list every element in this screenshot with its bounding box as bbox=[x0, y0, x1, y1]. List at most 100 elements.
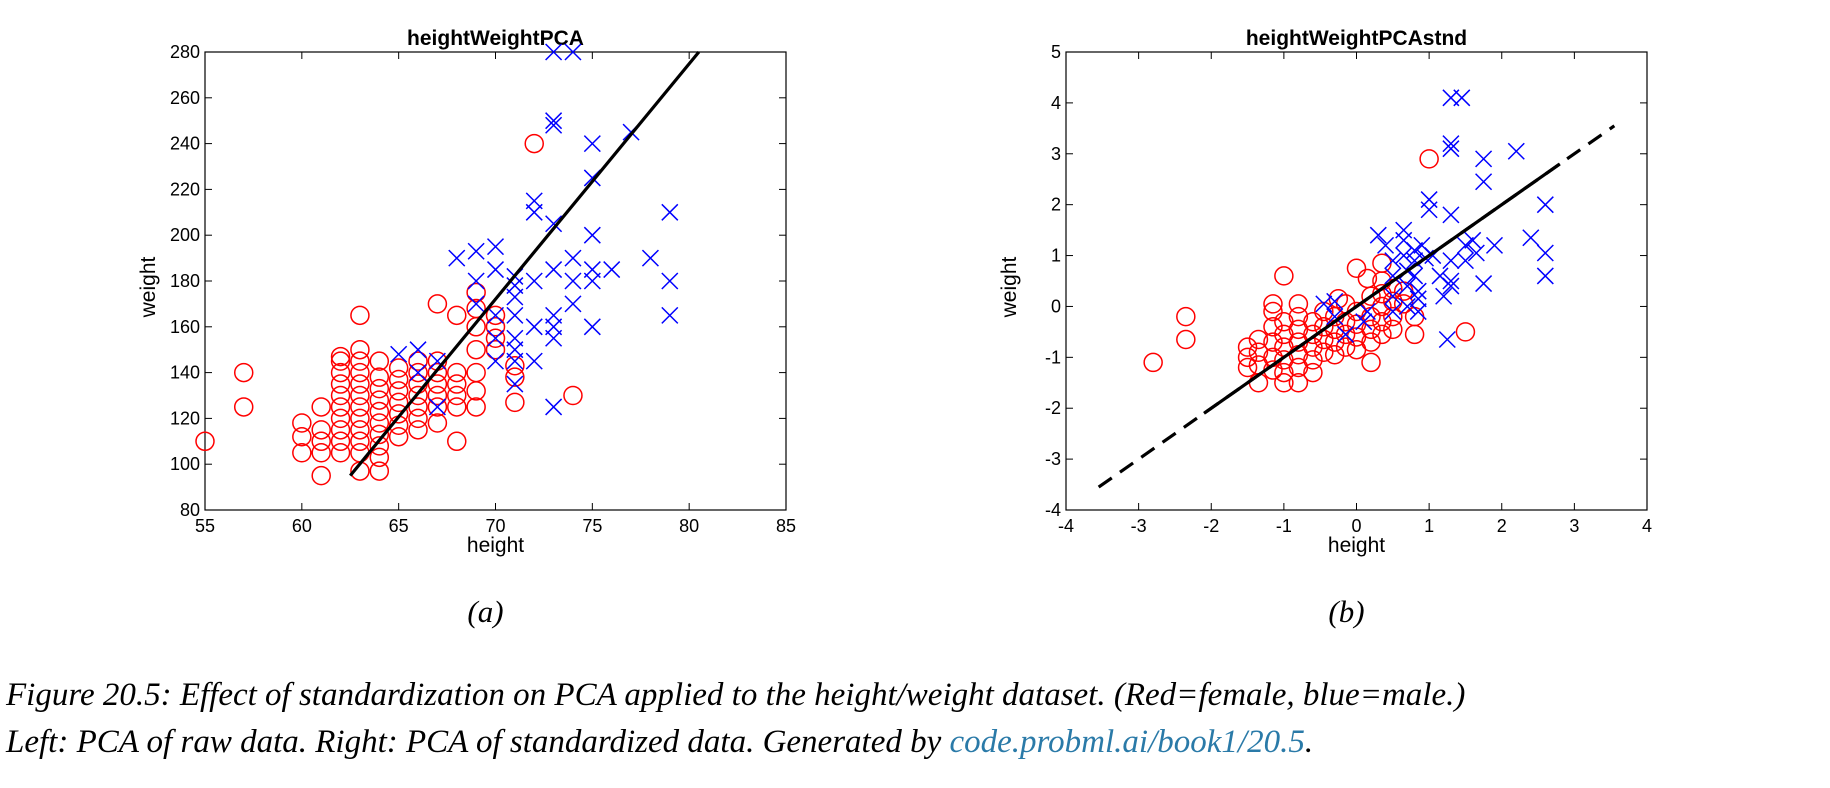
data-point-circle bbox=[1303, 311, 1323, 332]
data-point-circle bbox=[330, 431, 351, 452]
data-point-circle bbox=[408, 385, 428, 406]
y-tick-label: 1 bbox=[1051, 246, 1061, 266]
data-point-circle bbox=[447, 305, 467, 326]
data-point-circle bbox=[350, 443, 370, 463]
data-point-x bbox=[1464, 231, 1482, 249]
data-point-circle bbox=[1324, 332, 1345, 352]
data-point-x bbox=[1435, 287, 1453, 305]
data-point-circle bbox=[505, 392, 525, 413]
caption-link[interactable]: code.probml.ai/book1/20.5 bbox=[949, 724, 1305, 760]
data-point-circle bbox=[1248, 329, 1269, 350]
data-point-circle bbox=[1335, 337, 1356, 357]
data-point-circle bbox=[388, 358, 409, 378]
data-point-x bbox=[525, 203, 543, 221]
data-point-circle bbox=[447, 374, 467, 394]
data-point-x bbox=[1384, 287, 1402, 305]
data-point-circle bbox=[388, 369, 409, 390]
data-point-circle bbox=[1274, 266, 1294, 286]
data-point-circle bbox=[292, 443, 312, 463]
data-point-circle bbox=[1361, 352, 1381, 373]
data-point-circle bbox=[350, 420, 370, 440]
data-point-circle bbox=[505, 367, 525, 387]
y-tick-label: 240 bbox=[170, 134, 200, 154]
pca-line-solid bbox=[349, 50, 701, 477]
data-point-circle bbox=[233, 362, 254, 383]
x-tick-label: 3 bbox=[1569, 516, 1579, 536]
pca-line-solid bbox=[1203, 162, 1561, 415]
y-tick-label: 5 bbox=[1051, 42, 1061, 62]
data-point-circle bbox=[447, 362, 467, 383]
data-point-x bbox=[583, 318, 601, 336]
data-point-circle bbox=[1324, 345, 1345, 365]
x-tick-label: -4 bbox=[1058, 516, 1074, 536]
data-point-circle bbox=[330, 397, 351, 417]
data-point-x bbox=[661, 203, 679, 221]
data-point-circle bbox=[427, 294, 448, 314]
data-point-circle bbox=[350, 339, 370, 360]
data-point-circle bbox=[388, 392, 409, 413]
data-point-x bbox=[1420, 201, 1438, 219]
data-point-x bbox=[1536, 267, 1554, 285]
data-point-x bbox=[1398, 297, 1416, 315]
data-point-circle bbox=[408, 351, 428, 371]
data-point-circle bbox=[1263, 332, 1283, 352]
data-point-circle bbox=[466, 397, 486, 417]
data-point-circle bbox=[311, 397, 331, 417]
data-point-x bbox=[1475, 150, 1493, 168]
data-point-circle bbox=[330, 443, 351, 463]
data-point-x bbox=[448, 249, 466, 267]
data-point-x bbox=[1475, 275, 1493, 293]
y-tick-label: 160 bbox=[170, 317, 200, 337]
data-point-x bbox=[506, 288, 524, 306]
data-point-x bbox=[1409, 303, 1427, 321]
data-point-circle bbox=[369, 447, 390, 468]
x-tick-label: 0 bbox=[1351, 516, 1361, 536]
data-point-circle bbox=[369, 351, 390, 371]
axes-box bbox=[1065, 51, 1648, 511]
x-tick-label: 75 bbox=[582, 516, 602, 536]
y-tick-label: 280 bbox=[170, 42, 200, 62]
data-point-circle bbox=[524, 133, 544, 154]
y-tick-label: 180 bbox=[170, 271, 200, 291]
data-point-x bbox=[1467, 244, 1485, 262]
data-point-circle bbox=[466, 282, 486, 303]
data-point-circle bbox=[1237, 347, 1258, 368]
x-tick-label: 4 bbox=[1642, 516, 1652, 536]
data-point-circle bbox=[330, 385, 351, 406]
data-point-circle bbox=[1361, 319, 1381, 340]
data-point-x bbox=[1442, 135, 1460, 153]
data-point-x bbox=[1406, 252, 1424, 270]
data-point-x bbox=[545, 116, 563, 134]
data-point-x bbox=[428, 398, 446, 416]
data-point-x bbox=[1384, 252, 1402, 270]
chart-title: heightWeightPCAstnd bbox=[1246, 27, 1467, 50]
data-point-circle bbox=[1237, 337, 1258, 357]
data-point-circle bbox=[1303, 350, 1323, 370]
data-point-x bbox=[545, 398, 563, 416]
data-point-circle bbox=[330, 362, 351, 383]
x-tick-label: 85 bbox=[776, 516, 796, 536]
axes-box bbox=[204, 51, 787, 511]
y-tick-label: 200 bbox=[170, 225, 200, 245]
y-tick-label: 0 bbox=[1051, 296, 1061, 316]
data-point-circle bbox=[485, 305, 506, 326]
data-point-x bbox=[1442, 272, 1460, 290]
data-point-circle bbox=[408, 362, 428, 383]
data-point-circle bbox=[350, 431, 370, 452]
y-tick-label: 4 bbox=[1051, 93, 1061, 113]
data-point-circle bbox=[427, 374, 448, 394]
data-point-x bbox=[1358, 303, 1376, 321]
data-point-x bbox=[1442, 252, 1460, 270]
subfigure-label: (b) bbox=[1328, 594, 1364, 629]
data-point-circle bbox=[1314, 317, 1334, 337]
y-tick-label: 80 bbox=[180, 500, 200, 520]
data-point-circle bbox=[1335, 324, 1356, 345]
data-point-circle bbox=[350, 385, 370, 406]
data-point-circle bbox=[1303, 362, 1323, 383]
data-point-x bbox=[486, 238, 505, 256]
data-point-x bbox=[603, 261, 621, 279]
data-point-circle bbox=[330, 374, 351, 394]
data-point-circle bbox=[447, 385, 467, 406]
data-point-circle bbox=[1263, 294, 1283, 314]
data-point-circle bbox=[311, 420, 331, 440]
